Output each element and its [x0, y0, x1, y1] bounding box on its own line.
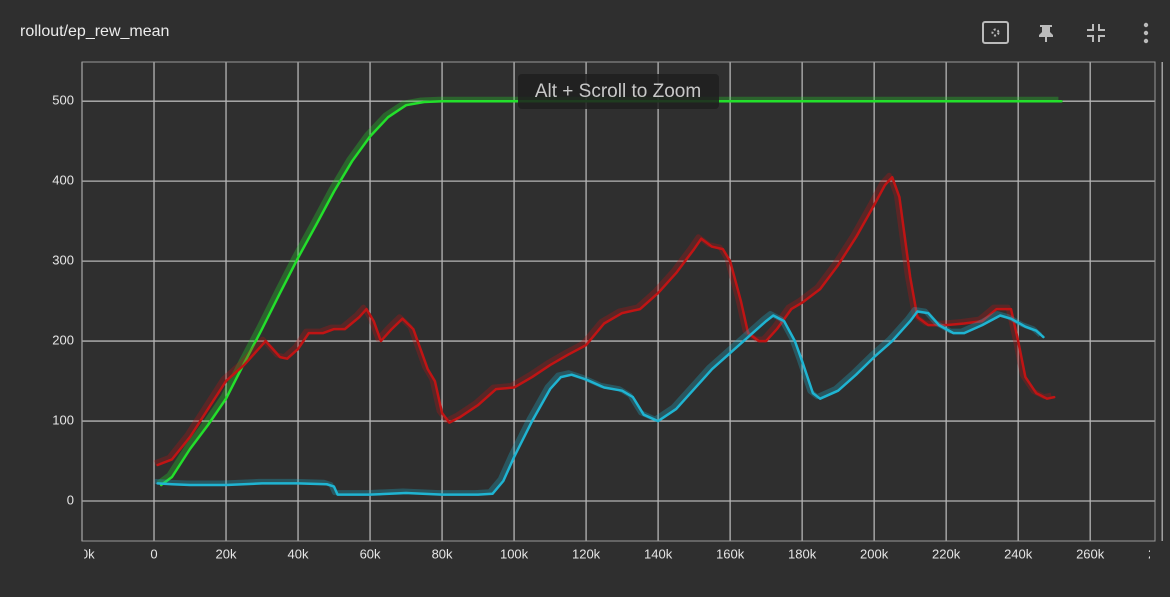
x-tick-label: 20k	[216, 546, 237, 561]
y-tick-label: 500	[52, 93, 74, 108]
x-tick-label: 240k	[1004, 546, 1033, 561]
x-tick-label: 180k	[788, 546, 817, 561]
series-line-shadow	[154, 307, 1043, 496]
zoom-tooltip: Alt + Scroll to Zoom	[518, 74, 719, 109]
x-tick-label: 100k	[500, 546, 529, 561]
series-line-shadow	[156, 96, 1059, 486]
y-axis-labels: 0 100 200 300 400 500	[52, 93, 74, 508]
toolbar	[982, 21, 1149, 44]
y-tick-label: 200	[52, 333, 74, 348]
x-tick-label: 160k	[716, 546, 745, 561]
y-tick-label: 300	[52, 253, 74, 268]
y-tick-label: 0	[67, 492, 74, 507]
x-tick-label: 280k	[1148, 546, 1170, 561]
x-tick-label: 80k	[432, 546, 453, 561]
x-tick-label: 200k	[860, 546, 889, 561]
x-tick-label: 260k	[1076, 546, 1105, 561]
y-tick-label: 400	[52, 173, 74, 188]
chart-title: rollout/ep_rew_mean	[20, 23, 169, 40]
series-line	[156, 175, 1056, 467]
series-line	[159, 99, 1063, 487]
x-tick-label: 120k	[572, 546, 601, 561]
x-tick-label: 0	[150, 546, 157, 561]
fit-domain-button[interactable]	[982, 21, 1009, 44]
collapse-button[interactable]	[1087, 24, 1105, 42]
more-button[interactable]	[1143, 22, 1149, 44]
x-tick-label: 220k	[932, 546, 961, 561]
series-line	[156, 310, 1045, 496]
series-line-shadow	[153, 172, 1052, 466]
x-tick-label: -20k	[69, 546, 95, 561]
tooltip-text: Alt + Scroll to Zoom	[535, 81, 701, 102]
y-tick-label: 100	[52, 412, 74, 427]
pin-button[interactable]	[1039, 25, 1053, 42]
x-axis-labels: -20k 0 20k 40k 60k 80k 100k 120k 140k 160k 180k 200…	[69, 546, 1170, 561]
x-tick-label: 40k	[288, 546, 309, 561]
plot-frame	[81, 61, 1156, 542]
plot-lines	[153, 96, 1063, 496]
x-tick-label: 60k	[360, 546, 381, 561]
grid	[81, 62, 1163, 541]
x-tick-label: 140k	[644, 546, 673, 561]
